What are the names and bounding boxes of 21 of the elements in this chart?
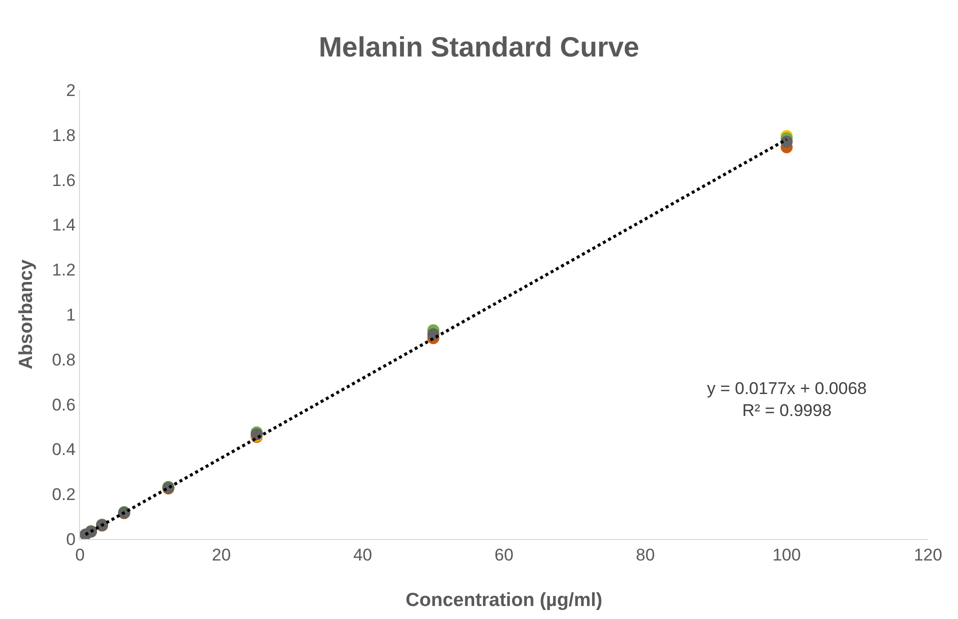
- y-tick-label: 1.2: [52, 260, 76, 280]
- annotation: y = 0.0177x + 0.0068 R² = 0.9998: [707, 379, 867, 420]
- x-tick-label: 100: [772, 545, 801, 564]
- chart-title: Melanin Standard Curve: [318, 32, 640, 63]
- x-tick-label: 40: [353, 545, 372, 564]
- x-tick-label: 120: [914, 545, 942, 564]
- x-tick-label: 20: [212, 545, 231, 564]
- y-tick-label: 0.6: [52, 395, 76, 414]
- y-tick-label: 0.8: [52, 350, 76, 370]
- x-axis-title: Concentration (µg/ml): [406, 590, 602, 611]
- y-tick-label: 1.4: [52, 216, 76, 235]
- y-tick-label: 1: [66, 305, 76, 324]
- y-tick-label: 1.6: [52, 170, 76, 190]
- y-tick-label: 0.2: [52, 485, 76, 504]
- x-tick-label: 60: [494, 545, 514, 564]
- y-tick-label: 0.4: [52, 440, 76, 460]
- y-tick-label: 2: [66, 80, 76, 100]
- y-axis-title: Absorbancy: [16, 259, 37, 370]
- y-tick-label: 0: [66, 530, 76, 549]
- y-tick-label: 1.8: [52, 126, 76, 145]
- x-tick-label: 80: [636, 545, 655, 564]
